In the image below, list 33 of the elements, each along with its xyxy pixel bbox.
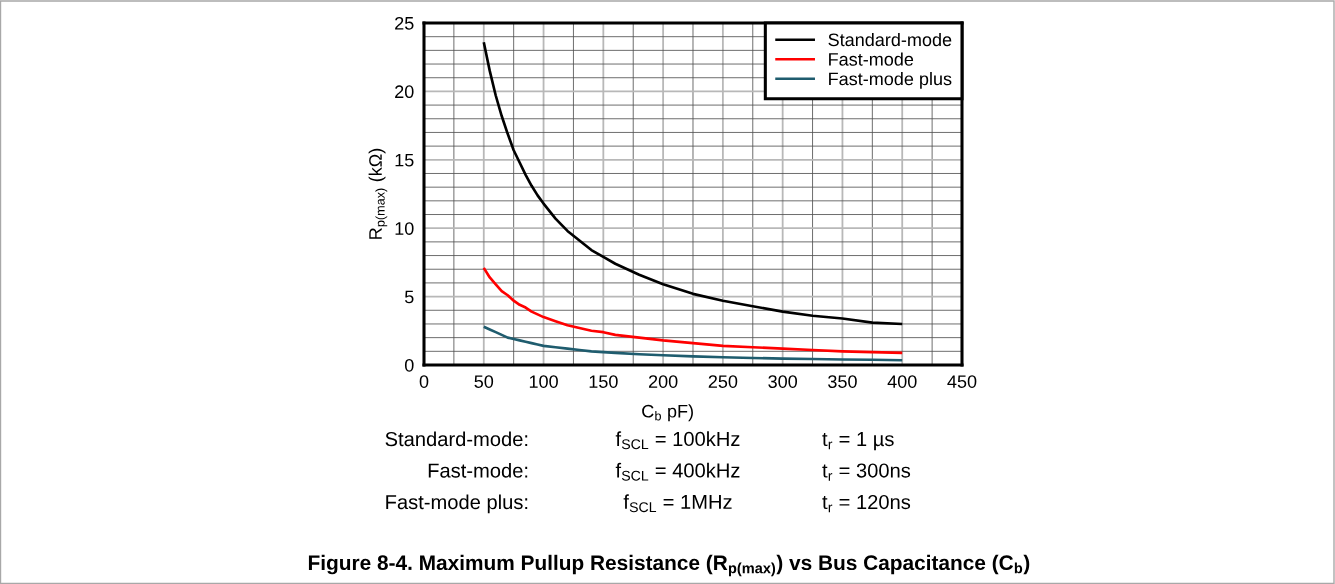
text: Standard-mode: (385, 431, 528, 447)
text: f$_{SCL}$ = 400kHz (615, 462, 740, 481)
y-axis-title: R$_{p(max)}$ (kΩ) (368, 148, 388, 239)
legend-label: Fast-mode (829, 52, 914, 66)
x-tick-label: 450 (947, 375, 977, 388)
x-tick-label: 100 (529, 375, 558, 388)
line-series (482, 325, 904, 362)
x-tick-label: 150 (589, 375, 618, 388)
x-tick-label: 200 (648, 375, 678, 388)
y-tick-label: 5 (404, 290, 414, 304)
text: Fast-mode: (428, 462, 528, 478)
x-tick-label: 400 (887, 375, 917, 388)
y-tick-label: 15 (395, 153, 414, 167)
y-tick-label: 10 (395, 222, 414, 235)
text: t$_{r}$ = 300ns (822, 463, 911, 481)
legend-label: Fast-mode plus (829, 72, 952, 89)
x-tick-label: 250 (708, 375, 738, 388)
text: f$_{SCL}$ = 100kHz (615, 431, 740, 450)
y-tick-label: 25 (395, 16, 414, 30)
x-tick-label: 300 (768, 375, 798, 388)
x-tick-label: 0 (419, 375, 429, 388)
x-tick-label: 50 (474, 375, 494, 388)
text: f$_{SCL}$ = 1MHz (623, 494, 732, 513)
x-axis-title: C$_{b}$ pF) (642, 404, 693, 422)
legend-label: Standard-mode (828, 32, 952, 47)
text: Fast-mode plus: (386, 494, 528, 514)
text: t$_{r}$ = 1 µs (822, 432, 894, 451)
y-tick-label: 20 (395, 85, 414, 99)
line-series (482, 266, 904, 355)
text: Figure 8-4. Maximum Pullup Resistance (R$_{p(max)}$) vs Bus Capacitance (C$_{b}$) (308, 554, 1030, 577)
x-tick-label: 350 (828, 375, 857, 388)
text: t$_{r}$ = 120ns (822, 494, 911, 513)
y-tick-label: 0 (404, 358, 414, 372)
